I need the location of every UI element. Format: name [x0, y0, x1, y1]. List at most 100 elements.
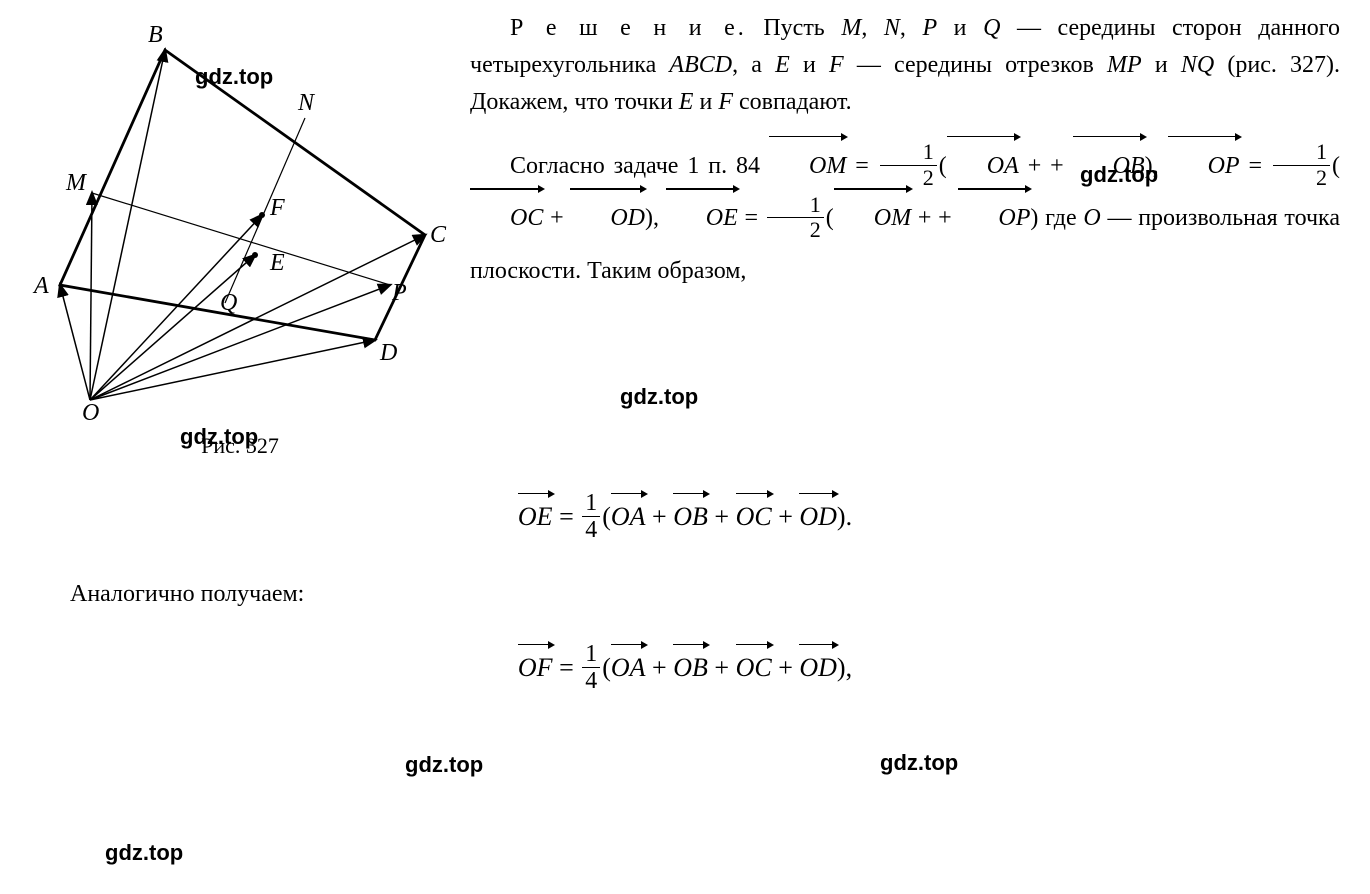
p1-e: E: [775, 52, 790, 78]
vec-om: [90, 193, 92, 400]
p2-plus1b: +: [1050, 153, 1072, 179]
vec-ob-1: OB: [1073, 140, 1145, 193]
p2-open3: (: [826, 205, 834, 231]
vec-oe-disp: OE: [518, 497, 553, 536]
frac-half-1: 12: [880, 140, 937, 190]
vec-om-1: OM: [769, 140, 846, 193]
vec-of-disp: OF: [518, 648, 553, 687]
solution-label: Р е ш е н и е.: [510, 15, 747, 41]
p2-plus3b: +: [938, 205, 958, 231]
vec-oa-d2: OA: [611, 648, 646, 687]
close-d2: ): [837, 653, 846, 682]
vec-om-2: OM: [834, 192, 911, 245]
p1-coinc: совпадают.: [733, 89, 852, 115]
frac-half-2: 12: [1273, 140, 1330, 190]
p2-plus2: +: [543, 205, 570, 231]
p2-plus3: +: [911, 205, 938, 231]
solution-text: Р е ш е н и е. Пусть M, N, P и Q — серед…: [470, 10, 1340, 462]
point-f: [259, 212, 265, 218]
watermark: gdz.top: [405, 748, 483, 781]
p1-a: , а: [732, 52, 775, 78]
p1-n: N: [884, 15, 900, 41]
figure-container: O A B C D M N P Q E F Рис. 327: [30, 10, 450, 462]
p2-close2: ): [645, 205, 653, 231]
p1-and2: и: [790, 52, 829, 78]
open-d2: (: [602, 653, 611, 682]
p1-mid: — середины отрезков: [844, 52, 1107, 78]
eq-d2: =: [553, 653, 581, 682]
p2-comma2: ,: [653, 205, 666, 231]
display-eq-of: OF = 14(OA + OB + OC + OD),: [30, 643, 1340, 697]
display-eq-oe: OE = 14(OA + OB + OC + OD).: [30, 492, 1340, 546]
p1-c1: ,: [861, 15, 884, 41]
vec-oc-1: OC: [470, 192, 543, 245]
p1-m: M: [841, 15, 861, 41]
plus-d6: +: [772, 653, 800, 682]
vec-oc: [90, 235, 425, 400]
plus-d1: +: [646, 502, 674, 531]
open-d1: (: [602, 502, 611, 531]
p1-e2: E: [679, 89, 694, 115]
p2-open2: (: [1332, 153, 1340, 179]
p1-nq: NQ: [1181, 52, 1214, 78]
label-e: E: [269, 250, 285, 276]
p1-f: F: [829, 52, 844, 78]
frac-quarter-1: 14: [582, 490, 600, 544]
p2-comma1: ,: [1153, 153, 1168, 179]
plus-d2: +: [708, 502, 736, 531]
label-b: B: [148, 22, 163, 48]
vec-oa-d1: OA: [611, 497, 646, 536]
vec-op: [90, 285, 390, 400]
vec-od-1: OD: [570, 192, 645, 245]
p2-close1: ): [1145, 153, 1153, 179]
vec-oc-d2: OC: [736, 648, 772, 687]
frac-half-3: 12: [767, 193, 824, 243]
line-nq: [225, 118, 305, 303]
p1-and3: и: [1142, 52, 1181, 78]
label-n: N: [297, 90, 316, 116]
vec-oa: [60, 285, 90, 400]
label-f: F: [269, 195, 285, 221]
p2-o: O: [1083, 205, 1100, 231]
p1-q: Q: [983, 15, 1000, 41]
vec-op-1: OP: [1168, 140, 1240, 193]
period-d1: .: [846, 502, 853, 531]
p2-start: Согласно задаче 1 п. 84: [510, 153, 769, 179]
p1-mp: MP: [1107, 52, 1142, 78]
vec-oe: [90, 255, 255, 400]
plus-d4: +: [646, 653, 674, 682]
p1-and4: и: [693, 89, 718, 115]
p1-t1: Пусть: [747, 15, 842, 41]
watermark: gdz.top: [105, 836, 183, 869]
vec-ob-d2: OB: [673, 648, 708, 687]
vec-op-2: OP: [958, 192, 1030, 245]
frac-quarter-2: 14: [582, 641, 600, 695]
vec-od: [90, 340, 375, 400]
p2-plus1: +: [1019, 153, 1050, 179]
vec-ob: [90, 50, 165, 400]
vec-oc-d1: OC: [736, 497, 772, 536]
p1-p: P: [922, 15, 937, 41]
p2-eq2: =: [1240, 153, 1271, 179]
p2-open1: (: [939, 153, 947, 179]
label-a: A: [32, 273, 49, 299]
p2-eq3: =: [738, 205, 765, 231]
label-p: P: [391, 280, 407, 306]
label-m: M: [65, 170, 88, 196]
label-o: O: [82, 400, 99, 426]
label-q: Q: [220, 290, 237, 316]
plus-d5: +: [708, 653, 736, 682]
plus-d3: +: [772, 502, 800, 531]
p1-and: и: [937, 15, 983, 41]
label-c: C: [430, 222, 447, 248]
comma-d2: ,: [846, 653, 853, 682]
paragraph-2: Согласно задаче 1 п. 84 OM = 12(OA + + O…: [470, 140, 1340, 298]
p2-where: где: [1038, 205, 1083, 231]
eq-d1: =: [553, 502, 581, 531]
line-mp: [92, 193, 390, 285]
vec-od-d2: OD: [799, 648, 837, 687]
vec-ob-d1: OB: [673, 497, 708, 536]
geometry-diagram: O A B C D M N P Q E F: [30, 10, 450, 430]
p1-c2: ,: [900, 15, 923, 41]
p2-eq1: =: [846, 153, 877, 179]
